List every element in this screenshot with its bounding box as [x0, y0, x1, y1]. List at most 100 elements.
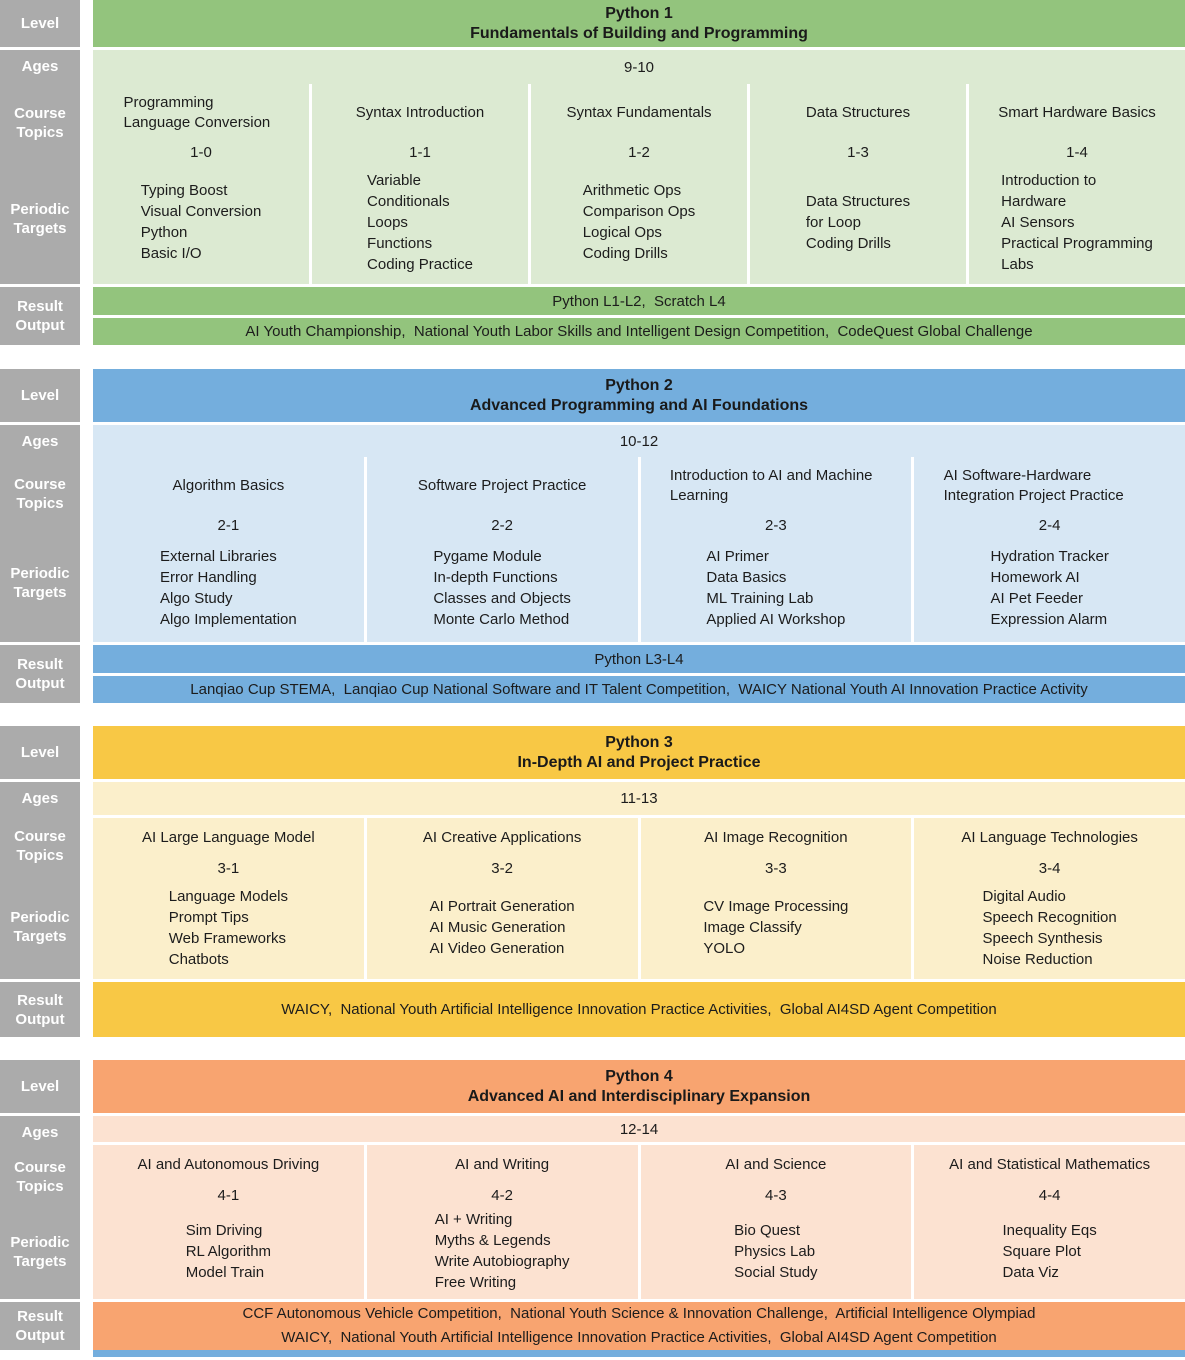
periodic-targets-list: CV Image Processing Image Classify YOLO: [649, 882, 904, 973]
topic-title: Syntax Introduction: [320, 88, 520, 138]
topic-code: 1-0: [190, 143, 212, 161]
topic-code: 3-2: [491, 859, 513, 877]
periodic-targets-list: Hydration Tracker Homework AI AI Pet Fee…: [922, 539, 1177, 636]
target-items: Variable Conditionals Loops Functions Co…: [367, 170, 473, 275]
topic-code: 2-1: [217, 516, 240, 534]
target-item: Homework AI: [990, 568, 1080, 586]
course-topics-grid: AI and Autonomous Driving 4-1 Sim Drivin…: [93, 1145, 1185, 1299]
topic-code: 2-2: [491, 516, 513, 534]
target-item: Data Viz: [1002, 1263, 1059, 1281]
section-body: 11-13 AI Large Language Model 3-1 Langua…: [93, 782, 1185, 979]
level-label: Level: [0, 1060, 80, 1113]
target-items: AI + Writing Myths & Legends Write Autob…: [435, 1209, 570, 1293]
course-topic-cell: Software Project Practice 2-2 Pygame Mod…: [366, 457, 638, 642]
level-section-python3: Level Python 3 In-Depth AI and Project P…: [0, 726, 1185, 1037]
periodic-targets-list: Digital Audio Speech Recognition Speech …: [922, 882, 1177, 973]
topic-title: AI and Science: [649, 1149, 904, 1181]
topic-title-text: Software Project Practice: [417, 477, 587, 494]
target-item: for Loop: [805, 213, 861, 231]
target-item: Algo Study: [160, 589, 233, 607]
target-item: Bio Quest: [734, 1221, 801, 1239]
target-item: Loops: [367, 213, 408, 231]
section-header: Python 3 In-Depth AI and Project Practic…: [93, 726, 1185, 779]
level-label: Level: [0, 726, 80, 779]
course-topic-cell: Syntax Introduction 1-1 Variable Conditi…: [312, 84, 528, 284]
target-item: Practical Programming: [1001, 234, 1153, 252]
target-items: Arithmetic Ops Comparison Ops Logical Op…: [583, 180, 696, 264]
target-item: Speech Recognition: [982, 908, 1117, 926]
target-item: AI Pet Feeder: [990, 589, 1083, 607]
target-item: Free Writing: [434, 1274, 517, 1291]
course-topic-cell: Programming Language Conversion 1-0 Typi…: [93, 84, 309, 284]
target-item: Pygame Module: [433, 547, 542, 565]
sidebar-row-labels: Ages Course Topics Periodic Targets: [0, 50, 80, 284]
periodic-targets-list: Pygame Module In-depth Functions Classes…: [375, 539, 630, 636]
topic-title-text: AI and Statistical Mathematics: [949, 1156, 1151, 1173]
target-item: Introduction to: [1001, 171, 1097, 189]
topic-title: Syntax Fundamentals: [539, 88, 739, 138]
target-items: AI Primer Data Basics ML Training Lab Ap…: [706, 546, 845, 630]
topic-title-text: Data Structures: [805, 104, 911, 121]
topic-title-text: Algorithm Basics: [172, 477, 285, 494]
target-item: Hardware: [1001, 192, 1067, 210]
course-topic-cell: Algorithm Basics 2-1 External Libraries …: [93, 457, 364, 642]
section-title: Python 3: [605, 733, 673, 751]
topic-title: Algorithm Basics: [101, 461, 356, 511]
periodic-targets-list: Data Structures for Loop Coding Drills: [758, 166, 958, 278]
target-items: CV Image Processing Image Classify YOLO: [703, 896, 848, 959]
target-item: AI + Writing: [434, 1211, 513, 1228]
target-items: Hydration Tracker Homework AI AI Pet Fee…: [990, 546, 1108, 630]
target-item: Python: [140, 224, 188, 241]
topic-title: Introduction to AI and Machine Learning: [649, 461, 904, 511]
topic-title: AI Large Language Model: [101, 822, 356, 854]
section-body: 12-14 AI and Autonomous Driving 4-1 Sim …: [93, 1116, 1185, 1299]
target-item: AI Primer: [706, 547, 769, 565]
sidebar-row-labels: Ages Course Topics Periodic Targets: [0, 1116, 80, 1299]
result-output-label: Result Output: [0, 645, 80, 703]
topic-title-text: AI Language Technologies: [961, 829, 1138, 846]
topic-title-text: AI Software-Hardware Integration Project…: [943, 467, 1124, 504]
sidebar-row-labels: Ages Course Topics Periodic Targets: [0, 425, 80, 642]
target-item: Monte Carlo Method: [433, 610, 570, 628]
course-topics-grid: Algorithm Basics 2-1 External Libraries …: [93, 457, 1185, 642]
periodic-targets-list: AI Primer Data Basics ML Training Lab Ap…: [649, 539, 904, 636]
target-item: Physics Lab: [734, 1242, 816, 1260]
topic-title: AI and Writing: [375, 1149, 630, 1181]
course-topics-grid: AI Large Language Model 3-1 Language Mod…: [93, 818, 1185, 979]
section-title: Python 1: [605, 4, 673, 22]
ages-label: Ages: [21, 790, 59, 807]
target-items: Pygame Module In-depth Functions Classes…: [433, 546, 571, 630]
course-topics-label: Course Topics: [14, 1159, 66, 1196]
topic-title: AI Creative Applications: [375, 822, 630, 854]
target-item: Variable: [367, 171, 421, 189]
periodic-targets-label: Periodic Targets: [10, 1234, 70, 1271]
target-item: Myths & Legends: [434, 1232, 551, 1249]
topic-title-text: Introduction to AI and Machine Learning: [669, 467, 873, 504]
ages-value: 12-14: [93, 1116, 1185, 1142]
topic-title: Smart Hardware Basics: [977, 88, 1177, 138]
section-title: Python 4: [605, 1067, 673, 1085]
ages-value: 10-12: [93, 425, 1185, 457]
topic-code: 4-3: [765, 1186, 787, 1204]
topic-title-text: AI Large Language Model: [142, 829, 315, 846]
target-item: Language Models: [168, 887, 288, 905]
topic-title-text: Smart Hardware Basics: [998, 104, 1156, 121]
topic-code: 1-4: [1066, 143, 1088, 161]
course-topic-cell: Data Structures 1-3 Data Structures for …: [750, 84, 966, 284]
topic-title: Programming Language Conversion: [101, 88, 301, 138]
target-item: Social Study: [734, 1263, 818, 1281]
target-items: Language Models Prompt Tips Web Framewor…: [169, 886, 288, 970]
course-topics-grid: Programming Language Conversion 1-0 Typi…: [93, 84, 1185, 284]
result-row: WAICY, National Youth Artificial Intelli…: [281, 1329, 997, 1346]
topic-title-text: Syntax Fundamentals: [566, 104, 712, 121]
section-header: Python 1 Fundamentals of Building and Pr…: [93, 0, 1185, 47]
target-item: Coding Drills: [582, 245, 668, 262]
target-item: Web Frameworks: [168, 929, 286, 947]
periodic-targets-list: Language Models Prompt Tips Web Framewor…: [101, 882, 356, 973]
course-topic-cell: AI Large Language Model 3-1 Language Mod…: [93, 818, 364, 979]
target-items: External Libraries Error Handling Algo S…: [160, 546, 297, 630]
topic-title: Software Project Practice: [375, 461, 630, 511]
target-item: Square Plot: [1002, 1242, 1081, 1260]
target-item: Sim Driving: [185, 1221, 263, 1239]
section-title: Python 2: [605, 376, 673, 394]
